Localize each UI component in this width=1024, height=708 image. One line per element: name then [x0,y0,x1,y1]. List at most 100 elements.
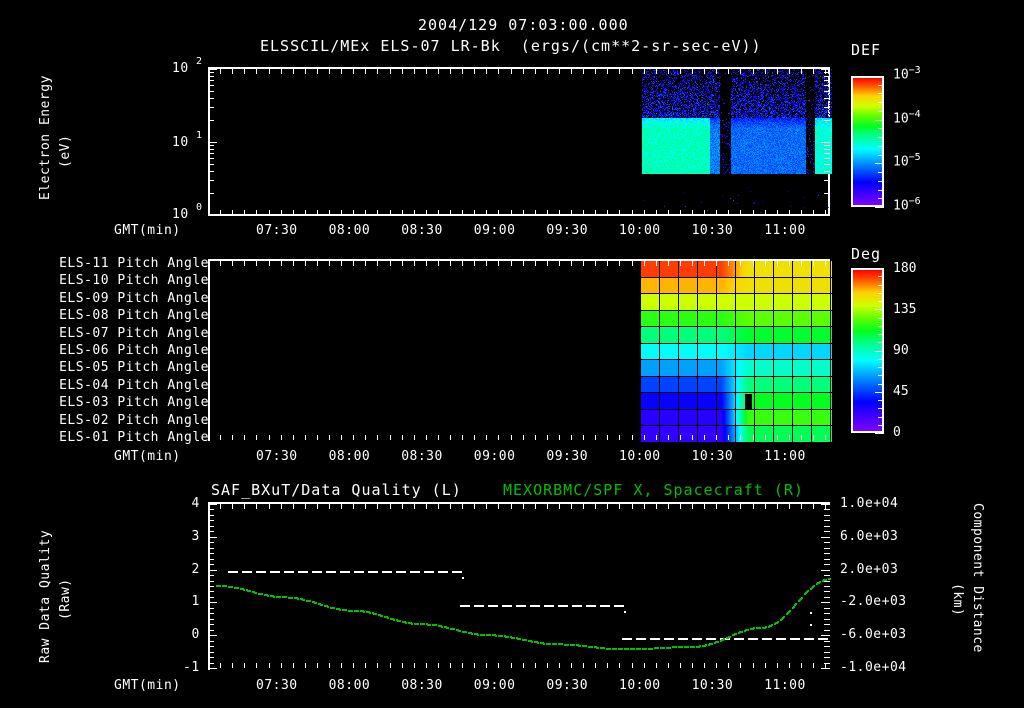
xtick [753,261,754,266]
xtick [801,261,802,266]
ytick [821,504,830,505]
xtick [365,435,366,440]
xtick [269,261,270,266]
ytick [208,657,214,658]
ytick [824,80,830,81]
ytick [824,575,830,576]
xtick [777,69,778,74]
xtick [789,504,790,509]
ytick [208,646,214,647]
xtick [716,663,717,668]
xtick [571,435,572,440]
row-label-ELS-02: ELS-02 Pitch Angle [59,412,209,428]
xtick [305,663,306,668]
xtick [825,261,826,266]
xtick-label-0930: 09:30 [546,449,589,464]
xtick [765,261,766,266]
cbtick [878,417,884,418]
xtick [740,210,741,215]
cbtick [878,400,884,401]
xtick [329,663,330,668]
row-label-ELS-10: ELS-10 Pitch Angle [59,273,209,289]
xtick [208,435,209,440]
xtick [281,69,282,74]
ytick [824,509,830,510]
xtick [547,69,548,74]
xtick [535,435,536,440]
ytick [208,515,214,516]
xtick [498,435,499,440]
colorbar2-label-2: 135 [893,302,917,317]
xtick [353,663,354,668]
xtick [450,261,451,266]
xtick [269,210,270,215]
xtick [825,663,826,668]
ytick [208,564,214,565]
xtick [462,504,463,509]
xtick [583,504,584,509]
panel1-ylabel-line1: Electron Energy [38,75,53,200]
xtick [607,69,608,74]
xtick [607,435,608,440]
xtick [547,435,548,440]
ytick [821,537,830,538]
cbtick [878,318,884,319]
xtick [438,663,439,668]
xtick [426,210,427,215]
xtick [801,504,802,509]
xtick [220,69,221,74]
ytick-left-4: 0 [191,627,200,643]
ytick [208,559,214,560]
xtick [825,69,826,74]
xtick [244,69,245,74]
ytick [208,635,217,636]
ytick [824,641,830,642]
xtick [353,435,354,440]
xtick [559,435,560,440]
xtick [329,504,330,509]
colorbar2-label-4: 45 [893,384,909,399]
ytick [821,69,830,70]
xtick [680,435,681,440]
xtick [656,435,657,440]
xtick [269,663,270,668]
xtick-label-0800: 08:00 [328,449,371,464]
row-label-ELS-01: ELS-01 Pitch Angle [59,430,209,445]
ytick-right-0: 1.0e+04 [840,496,899,511]
xtick [377,210,378,215]
xtick [220,210,221,215]
colorbar2-title: Deg [851,245,882,263]
xtick [765,435,766,440]
ytick [824,76,830,77]
xtick [269,69,270,74]
xtick [632,210,633,215]
row-label-ELS-04: ELS-04 Pitch Angle [59,377,209,393]
xtick [704,261,705,266]
panel3-ylabel-right-line2: (km) [950,583,965,617]
xtick [547,210,548,215]
ytick [824,72,830,73]
xtick [498,210,499,215]
xtick-label-1100: 11:00 [764,449,806,464]
ytick [824,526,830,527]
ytick [824,193,830,194]
cbtick [878,293,884,294]
row-label-ELS-11: ELS-11 Pitch Angle [59,256,209,271]
xtick [765,663,766,668]
ytick [824,564,830,565]
xtick [789,69,790,74]
ytick [824,581,830,582]
xtick [377,69,378,74]
ytick [208,69,217,70]
xtick [414,504,415,509]
ytick [824,531,830,532]
ytick [208,613,214,614]
cbtick [878,408,884,409]
ytick [824,145,830,146]
xtick [559,261,560,266]
colorbar2-label-3: 90 [893,343,909,358]
xtick-label-1030: 10:30 [691,223,734,238]
xtick [281,261,282,266]
cbtick [875,76,884,77]
xtick [365,663,366,668]
